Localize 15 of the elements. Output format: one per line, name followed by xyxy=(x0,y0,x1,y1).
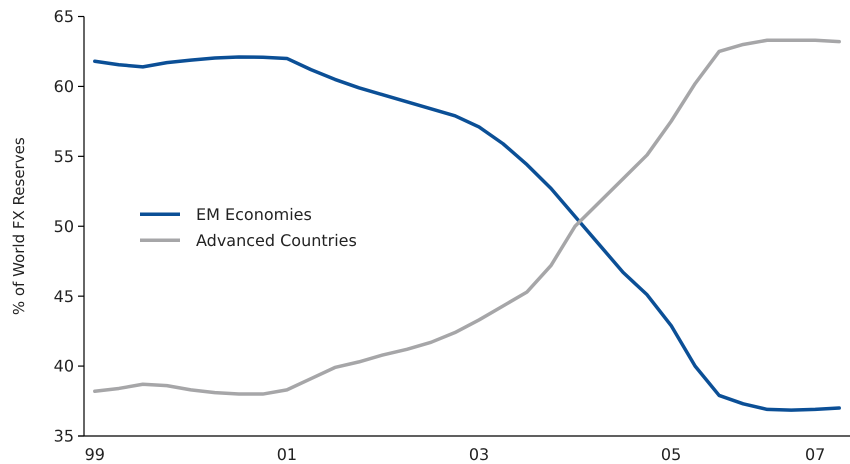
legend-label: Advanced Countries xyxy=(196,230,357,250)
x-tick-label: 05 xyxy=(660,445,682,464)
x-tick-label: 03 xyxy=(468,445,490,464)
y-tick-label: 45 xyxy=(54,286,74,306)
y-tick-label: 65 xyxy=(54,7,74,26)
y-axis-title: % of World FX Reserves xyxy=(10,137,28,316)
x-tick-label: 01 xyxy=(276,445,298,464)
y-tick-label: 50 xyxy=(54,216,74,236)
y-tick-label: 60 xyxy=(54,77,74,96)
x-tick-label: 07 xyxy=(805,445,826,464)
x-tick-label: 99 xyxy=(84,445,105,464)
y-tick-label: 40 xyxy=(54,356,74,376)
y-tick-label: 35 xyxy=(54,426,74,446)
legend-label: EM Economies xyxy=(196,204,312,224)
y-tick-label: 55 xyxy=(54,146,74,166)
